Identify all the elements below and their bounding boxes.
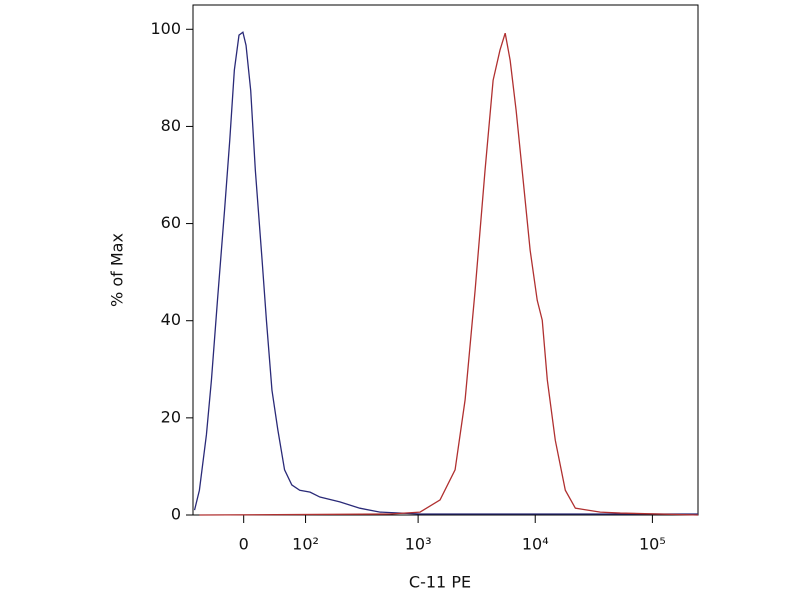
plot-frame xyxy=(192,4,699,516)
y-tick-label: 40 xyxy=(161,310,181,329)
y-tick-label: 0 xyxy=(171,505,181,524)
x-tick-label: 0 xyxy=(239,535,249,554)
histogram-line xyxy=(199,32,699,516)
x-tick-label: 10⁴ xyxy=(522,535,549,554)
y-tick-label: 60 xyxy=(161,213,181,232)
y-axis-label: % of Max xyxy=(108,233,127,307)
y-tick-label: 20 xyxy=(161,407,181,426)
x-axis-label: C-11 PE xyxy=(409,573,471,592)
histogram-line xyxy=(193,31,698,515)
y-tick-label: 80 xyxy=(161,116,181,135)
x-tick-label: 10³ xyxy=(405,535,432,554)
y-tick-label: 100 xyxy=(150,19,181,38)
x-tick-label: 10⁵ xyxy=(639,535,666,554)
x-tick-label: 10² xyxy=(292,535,319,554)
